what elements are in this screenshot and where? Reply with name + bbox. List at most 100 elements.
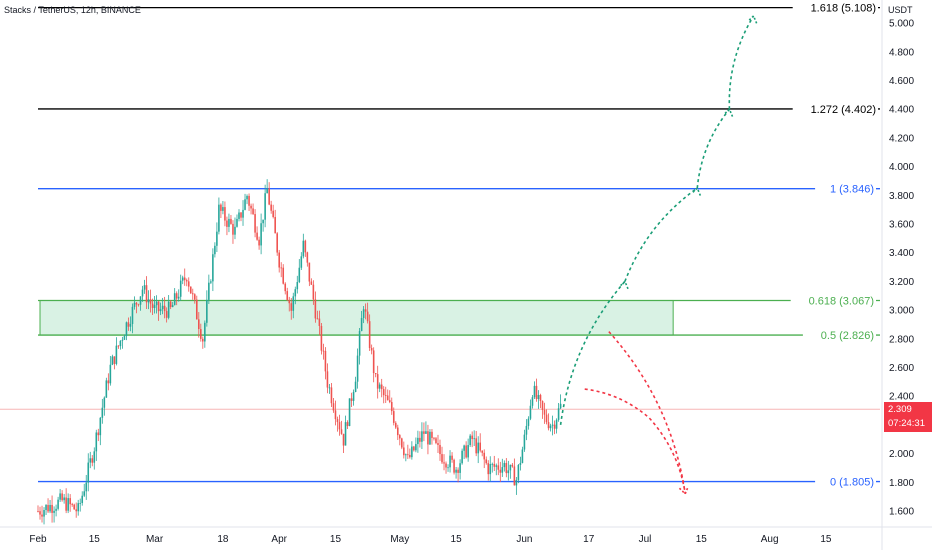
bearish-projection-path-2 <box>608 331 687 494</box>
x-tick-label: Aug <box>761 534 779 545</box>
candle-body <box>409 454 411 458</box>
candle-body <box>451 455 453 460</box>
candle-body <box>346 422 349 427</box>
candle-body <box>95 432 98 452</box>
candle-body <box>268 188 270 205</box>
candle-body <box>159 309 162 312</box>
candle-body <box>169 301 172 308</box>
x-tick-label: 17 <box>583 534 595 545</box>
candle-body <box>326 371 329 388</box>
candle-body <box>141 289 144 297</box>
candle-body <box>314 299 317 319</box>
candle-body <box>517 464 520 480</box>
candle-body <box>535 385 538 400</box>
candle-body <box>358 331 361 356</box>
candle-body <box>252 208 254 215</box>
y-tick-label: 3.600 <box>889 220 914 231</box>
candle-body <box>230 218 232 224</box>
candle-body <box>306 252 309 263</box>
candle-body <box>509 464 512 471</box>
candle-body <box>366 311 369 322</box>
candle-body <box>272 210 274 217</box>
candle-body <box>559 403 562 409</box>
candle-body <box>497 465 500 470</box>
y-tick-label: 3.000 <box>889 306 914 317</box>
x-tick-label: May <box>390 534 409 545</box>
candle-body <box>274 216 276 234</box>
candle-body <box>282 267 285 284</box>
candle-body <box>338 422 341 430</box>
candle-body <box>543 409 546 415</box>
candle-body <box>334 410 337 420</box>
x-tick-label: Jun <box>516 534 532 545</box>
bullish-arrowhead <box>747 14 758 24</box>
bearish-projection-path <box>584 388 687 494</box>
candle-body <box>250 205 252 209</box>
candle-body <box>238 212 240 219</box>
fib-label-bg <box>815 181 876 195</box>
candle-body <box>403 447 405 456</box>
candle-body <box>312 284 315 300</box>
x-tick-label: 15 <box>820 534 832 545</box>
candle-body <box>294 289 297 297</box>
candle-body <box>256 232 258 240</box>
candle-body <box>419 437 421 442</box>
candle-body <box>372 350 375 374</box>
candle-body <box>163 305 166 312</box>
candle-body <box>244 199 246 210</box>
candle-body <box>527 418 530 426</box>
candle-body <box>284 283 287 292</box>
candle-body <box>236 218 238 227</box>
candle-body <box>407 454 409 456</box>
candle-body <box>539 394 542 402</box>
fib-level-label: 1.618 (5.108) <box>811 3 876 15</box>
candle-body <box>427 431 429 445</box>
candle-body <box>83 491 86 496</box>
candle-body <box>553 424 556 429</box>
candle-body <box>376 374 379 389</box>
candle-body <box>214 245 216 255</box>
y-tick-label: 4.600 <box>889 76 914 87</box>
candle-body <box>356 355 359 382</box>
candle-body <box>449 455 451 468</box>
candle-body <box>302 240 305 257</box>
candle-body <box>151 303 154 308</box>
fib-label-bg <box>792 0 878 14</box>
candle-body <box>328 387 331 389</box>
candle-body <box>445 463 447 468</box>
candle-body <box>171 305 174 308</box>
current-price-badge: 2.309 07:24:31 <box>884 402 932 432</box>
candle-body <box>352 391 355 401</box>
fib-level-label: 0 (1.805) <box>830 477 874 489</box>
currency-label[interactable]: USDT <box>888 5 913 15</box>
candle-body <box>513 466 516 486</box>
candle-body <box>340 429 343 434</box>
candle-body <box>248 195 250 206</box>
fib-level-label: 0.618 (3.067) <box>809 295 874 307</box>
candle-body <box>348 398 351 427</box>
candle-body <box>220 204 222 211</box>
y-tick-label: 1.600 <box>889 507 914 518</box>
candle-body <box>226 220 228 227</box>
candle-body <box>322 350 325 352</box>
candle-body <box>380 384 383 390</box>
candle-body <box>555 419 558 429</box>
candle-body <box>417 437 419 445</box>
current-price-value: 2.309 <box>888 404 912 415</box>
candle-body <box>362 309 365 319</box>
symbol-title[interactable]: Stacks / TetherUS, 12h, BINANCE <box>4 5 141 15</box>
bullish-projection-segment <box>624 187 698 282</box>
candle-body <box>276 233 278 253</box>
candle-body <box>469 435 471 446</box>
candle-body <box>228 218 230 227</box>
x-tick-label: 15 <box>89 534 101 545</box>
candle-body <box>109 364 112 384</box>
candle-body <box>433 437 435 439</box>
candle-body <box>439 444 441 455</box>
candle-body <box>49 504 51 512</box>
bullish-projection-segment <box>728 15 755 110</box>
candle-body <box>437 443 439 445</box>
candle-body <box>388 400 391 403</box>
candle-body <box>153 305 156 308</box>
